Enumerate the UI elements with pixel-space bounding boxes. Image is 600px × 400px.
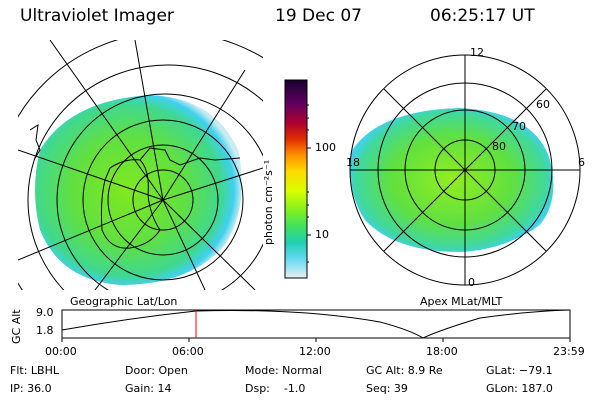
status-filter: Flt: LBHL <box>10 364 59 377</box>
apex-panel-label: Apex MLat/MLT <box>420 295 503 308</box>
mlat-label-80: 80 <box>492 140 506 153</box>
status-dsp: Dsp: -1.0 <box>245 382 306 395</box>
status-gc-alt: GC Alt: 8.9 Re <box>366 364 443 377</box>
alt-ytick-9: 9.0 <box>36 306 54 319</box>
alt-xtick-1800: 18:00 <box>426 345 458 358</box>
time-label: 06:25:17 UT <box>430 6 535 26</box>
mlt-label-0: 0 <box>468 276 475 289</box>
status-seq: Seq: 39 <box>366 382 408 395</box>
colorbar-tick-10: 10 <box>315 228 329 241</box>
status-glat: GLat: −79.1 <box>486 364 553 377</box>
colorbar-tick-100: 100 <box>315 141 336 154</box>
apex-panel <box>349 54 581 286</box>
alt-xtick-2359: 23:59 <box>553 345 585 358</box>
instrument-title: Ultraviolet Imager <box>20 6 174 26</box>
mlt-label-12: 12 <box>470 46 484 59</box>
status-ip: IP: 36.0 <box>10 382 52 395</box>
geo-panel-label: Geographic Lat/Lon <box>70 295 178 308</box>
status-mode: Mode: Normal <box>245 364 322 377</box>
alt-xtick-0000: 00:00 <box>45 345 77 358</box>
mlat-label-60: 60 <box>536 98 550 111</box>
alt-xtick-0600: 06:00 <box>172 345 204 358</box>
altitude-plot <box>61 309 571 342</box>
alt-plot-ylabel: GC Alt <box>10 309 23 344</box>
colorbar-unit-label: photon cm⁻²s⁻¹ <box>262 159 275 245</box>
alt-xtick-1200: 12:00 <box>299 345 331 358</box>
mlat-label-70: 70 <box>512 120 526 133</box>
colorbar <box>284 79 311 279</box>
aurora-image-apex <box>350 108 554 252</box>
status-glon: GLon: 187.0 <box>486 382 553 395</box>
alt-ytick-1-8: 1.8 <box>36 324 54 337</box>
mlt-label-6: 6 <box>578 156 585 169</box>
date-label: 19 Dec 07 <box>275 6 362 26</box>
aurora-image-geo <box>35 95 242 285</box>
mlt-label-18: 18 <box>346 156 360 169</box>
geographic-panel <box>18 40 263 290</box>
status-gain: Gain: 14 <box>125 382 172 395</box>
status-door: Door: Open <box>125 364 188 377</box>
